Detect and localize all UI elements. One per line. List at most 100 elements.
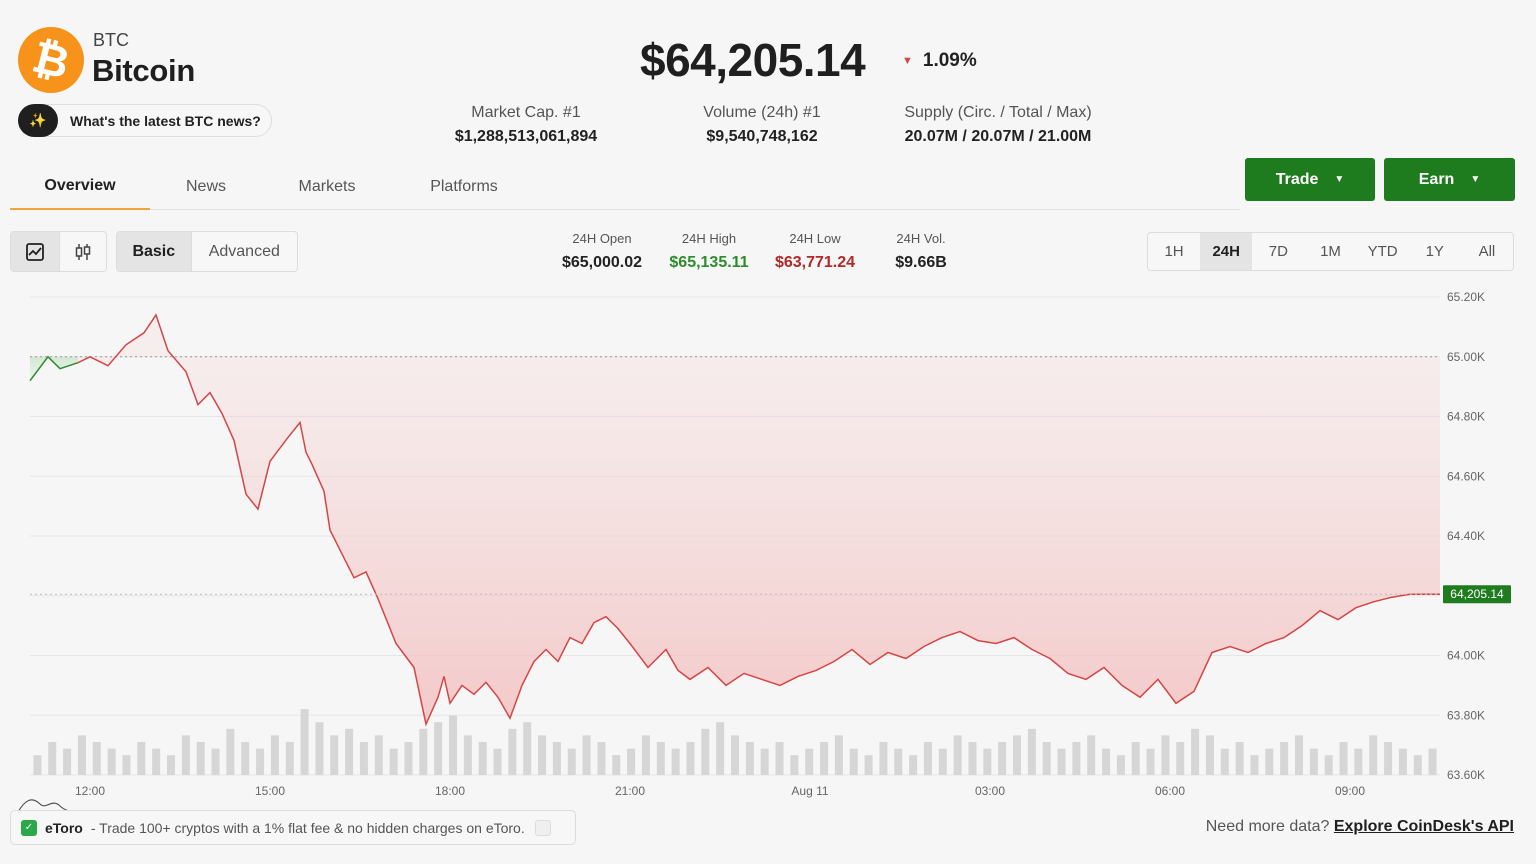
price-line-down [77, 313, 1440, 727]
basic-view-button[interactable]: Basic [117, 232, 191, 271]
stat-24h-high-value: $65,135.11 [669, 254, 749, 271]
stat-24h-vol-label: 24H Vol. [896, 231, 946, 246]
volume-bar [923, 742, 932, 775]
etoro-brand: eToro [45, 819, 83, 836]
volume-bar [1146, 748, 1155, 775]
stat-24h-open-value: $65,000.02 [561, 254, 643, 271]
range-1h[interactable]: 1H [1164, 243, 1184, 260]
volume-bar [493, 748, 502, 775]
volume-bar [938, 748, 947, 775]
range-24h[interactable]: 24H [1200, 233, 1253, 270]
volume-bar [359, 742, 368, 775]
volume-bar [805, 748, 814, 775]
volume-bar [523, 722, 532, 775]
volume-bar [463, 735, 472, 775]
y-tick-label: 64.60K [1447, 469, 1485, 483]
volume-bar [1042, 742, 1051, 775]
etoro-message: - Trade 100+ cryptos with a 1% flat fee … [90, 819, 525, 836]
volume-bar [1013, 735, 1021, 775]
section-tabs: Overview News Markets Platforms [10, 164, 1240, 210]
volume-bar [1324, 755, 1333, 775]
earn-button[interactable]: Earn ▼ [1384, 158, 1515, 201]
volume-bar [1161, 735, 1170, 775]
volume-bar [849, 748, 858, 775]
range-7d[interactable]: 7D [1268, 243, 1288, 260]
volume-bar [241, 742, 250, 775]
x-tick-label: 03:00 [975, 784, 1005, 798]
volume-bar [330, 735, 339, 775]
range-ytd[interactable]: YTD [1367, 243, 1398, 260]
volume-bar [33, 755, 42, 775]
volume-bar [1087, 735, 1096, 775]
etoro-promo-banner[interactable]: ✓ eToro - Trade 100+ cryptos with a 1% f… [10, 810, 576, 845]
volume-bar [1369, 735, 1378, 775]
stat-24h-high: 24H High $65,135.11 [664, 231, 754, 272]
volume-bar [1176, 742, 1185, 775]
volume-bar [449, 715, 457, 775]
coin-symbol: BTC [93, 30, 129, 50]
stat-24h-vol-value: $9.66B [895, 254, 947, 271]
volume-bar [894, 748, 903, 775]
x-tick-label: 06:00 [1155, 784, 1185, 798]
tab-overview[interactable]: Overview [10, 164, 150, 210]
volume-bar [745, 742, 754, 775]
volume-bar [137, 742, 146, 775]
volume-bar [820, 742, 829, 775]
volume-bar [1057, 748, 1066, 775]
y-tick-label: 63.80K [1447, 708, 1485, 722]
market-cap-value: $1,288,513,061,894 [454, 128, 598, 145]
stat-24h-high-label: 24H High [681, 231, 737, 246]
tab-markets[interactable]: Markets [298, 178, 356, 195]
current-price: $64,205.14 [640, 34, 866, 86]
chart-type-toggle [10, 231, 107, 272]
close-icon[interactable] [534, 819, 551, 836]
range-1m[interactable]: 1M [1320, 243, 1341, 260]
volume-bar [1220, 748, 1229, 775]
volume-bar [879, 742, 888, 775]
btc-news-label: What's the latest BTC news? [70, 112, 261, 129]
tab-platforms[interactable]: Platforms [430, 178, 498, 195]
volume-bar [1339, 742, 1348, 775]
volume-bar [167, 755, 175, 775]
y-tick-label: 64.00K [1447, 649, 1485, 663]
volume-bar [671, 748, 680, 775]
volume-bar [1384, 742, 1393, 775]
volume-bar [1205, 735, 1214, 775]
coin-name: Bitcoin [92, 53, 195, 88]
y-tick-label: 64.40K [1447, 529, 1485, 543]
candlestick-button[interactable] [58, 232, 107, 271]
y-tick-label: 64.80K [1447, 410, 1485, 424]
volume-bar [1116, 755, 1125, 775]
supply-label: Supply (Circ. / Total / Max) [904, 104, 1092, 121]
volume-bar [478, 742, 487, 775]
advanced-view-button[interactable]: Advanced [190, 232, 297, 271]
line-chart-button[interactable] [11, 232, 59, 271]
volume-bar [627, 748, 636, 775]
x-tick-label: 12:00 [75, 784, 105, 798]
volume-bar [374, 735, 383, 775]
volume-bar [983, 748, 992, 775]
line-chart-icon [25, 242, 44, 261]
explore-api-link[interactable]: Explore CoinDesk's API [1333, 818, 1514, 835]
etoro-logo-icon: ✓ [21, 819, 37, 836]
volume-bar [1250, 755, 1259, 775]
volume-bar [181, 735, 190, 775]
range-1y[interactable]: 1Y [1425, 243, 1444, 260]
volume-value: $9,540,748,162 [706, 128, 818, 145]
volume-bar [775, 742, 784, 775]
trade-button[interactable]: Trade ▼ [1245, 158, 1375, 201]
stat-24h-low-value: $63,771.24 [774, 254, 856, 271]
candlestick-icon [75, 243, 90, 260]
volume-bar [1235, 742, 1244, 775]
api-prefix: Need more data? [1205, 818, 1330, 835]
tab-news[interactable]: News [185, 178, 226, 195]
market-cap-stat: Market Cap. #1 $1,288,513,061,894 [440, 104, 612, 146]
volume-bar [434, 722, 443, 775]
volume-label: Volume (24h) #1 [703, 104, 821, 121]
y-tick-label: 65.20K [1447, 290, 1485, 304]
range-all[interactable]: All [1478, 243, 1496, 260]
btc-news-button[interactable]: ✨ What's the latest BTC news? [18, 104, 272, 137]
volume-bar [1398, 748, 1407, 775]
stat-24h-open-label: 24H Open [572, 231, 632, 246]
